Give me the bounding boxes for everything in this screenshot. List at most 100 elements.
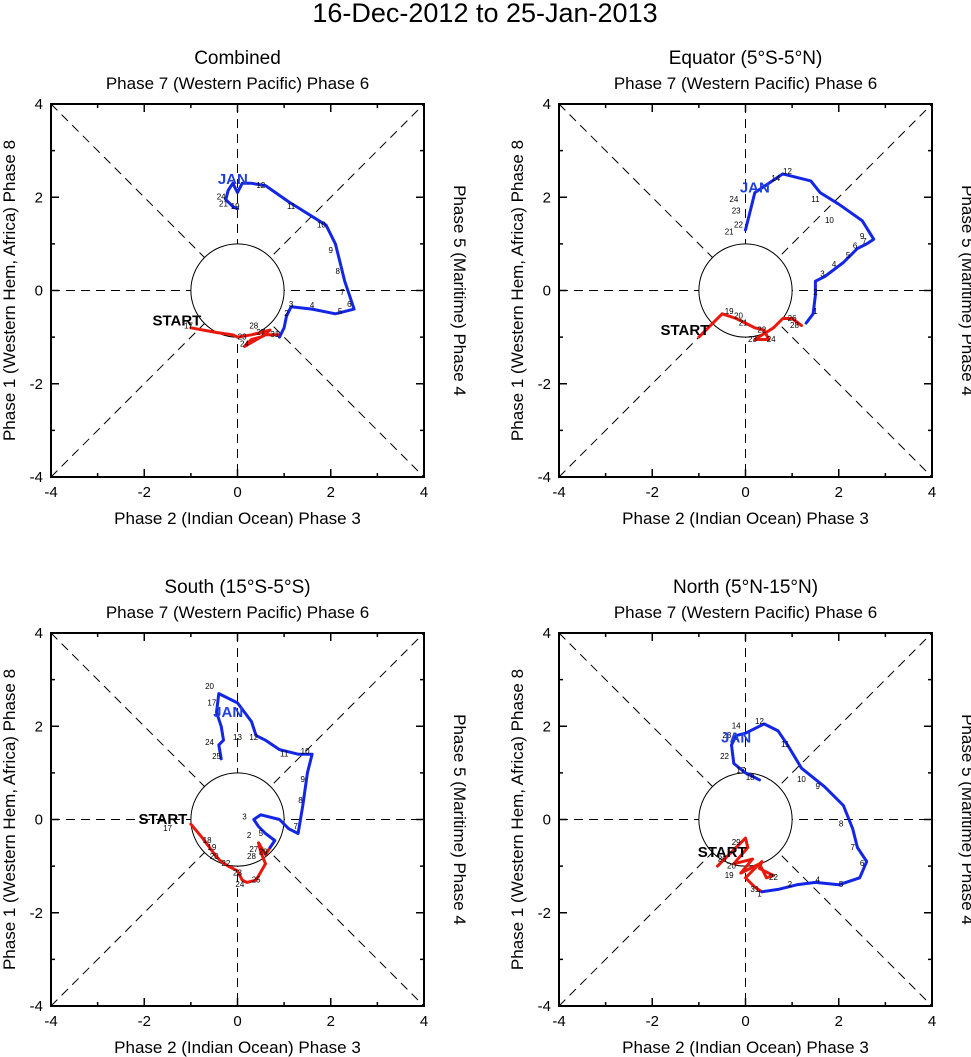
day-label: 4: [832, 260, 837, 269]
start-label: START: [152, 312, 201, 329]
day-label: 26: [788, 314, 797, 323]
track-december: [189, 822, 272, 884]
top-axis-label: Phase 7 (Western Pacific) Phase 6: [106, 603, 369, 622]
day-label: 22: [221, 859, 230, 868]
day-label: 1: [757, 889, 762, 898]
day-label: 24: [729, 195, 738, 204]
start-label: START: [698, 844, 747, 861]
track-december: [716, 836, 775, 894]
x-tick-label: 0: [741, 484, 749, 501]
y-tick-label: -4: [30, 998, 43, 1015]
y-tick-label: -2: [538, 376, 551, 393]
right-axis-label: Phase 5 (Maritime) Phase 4: [450, 185, 469, 396]
track-january: [224, 181, 356, 339]
panel-4: North (5°N-15°N) Phase 7 (Western Pacific…: [508, 577, 971, 1057]
day-label: 31: [750, 885, 759, 894]
bottom-axis-label: Phase 2 (Indian Ocean) Phase 3: [114, 509, 361, 528]
day-label: 8: [839, 819, 844, 828]
day-label: 9: [301, 775, 306, 784]
day-label: 9: [329, 246, 334, 255]
start-label: START: [138, 811, 187, 828]
unit-circle: [190, 772, 285, 867]
track-january: [215, 692, 314, 849]
y-tick-label: -2: [538, 905, 551, 922]
day-label: 7: [862, 237, 867, 246]
day-label: 22: [720, 752, 729, 761]
bottom-axis-label: Phase 2 (Indian Ocean) Phase 3: [114, 1038, 361, 1057]
day-label: 19: [725, 307, 734, 316]
top-axis-label: Phase 7 (Western Pacific) Phase 6: [106, 74, 369, 93]
x-tick-label: -4: [552, 1013, 565, 1030]
day-label: 23: [748, 335, 757, 344]
day-label: 23: [238, 332, 247, 341]
panel-title: Equator (5°S-5°N): [669, 48, 823, 69]
figure-title: 16-Dec-2012 to 25-Jan-2013: [312, 0, 657, 28]
day-label: 5: [259, 829, 264, 838]
day-label: 28: [249, 322, 258, 331]
day-label: 24: [767, 335, 776, 344]
x-tick-label: -2: [138, 484, 151, 501]
day-label: 20: [734, 311, 743, 320]
day-label: 18: [746, 773, 755, 782]
x-tick-label: -4: [44, 1013, 57, 1030]
y-tick-label: 2: [35, 189, 43, 206]
day-label: 7: [851, 843, 856, 852]
x-tick-label: 4: [928, 1013, 936, 1030]
x-tick-label: 2: [835, 484, 843, 501]
x-tick-label: -2: [646, 1013, 659, 1030]
x-tick-label: 2: [835, 1013, 843, 1030]
track-january: [730, 722, 869, 894]
panel-title: South (15°S-5°S): [164, 577, 310, 598]
day-label: 1: [813, 307, 818, 316]
day-label: 14: [771, 174, 780, 183]
day-label: 20: [210, 852, 219, 861]
day-label: 9: [816, 782, 821, 791]
y-tick-label: 4: [543, 625, 551, 642]
jan-label: JAN: [721, 730, 751, 747]
bottom-axis-label: Phase 2 (Indian Ocean) Phase 3: [622, 509, 869, 528]
x-tick-label: -2: [138, 1013, 151, 1030]
day-label: 11: [280, 750, 289, 759]
jan-label: JAN: [218, 171, 248, 188]
day-label: 12: [755, 717, 764, 726]
x-tick-label: 2: [327, 1013, 335, 1030]
y-tick-label: 2: [35, 718, 43, 735]
day-label: 14: [732, 722, 741, 731]
day-label: 3: [242, 813, 247, 822]
day-label: 8: [298, 796, 303, 805]
y-tick-label: 0: [543, 283, 551, 300]
day-label: 12: [249, 733, 258, 742]
day-label: 12: [256, 181, 265, 190]
top-axis-label: Phase 7 (Western Pacific) Phase 6: [614, 603, 877, 622]
x-tick-label: 0: [233, 484, 241, 501]
day-label: 2: [284, 309, 289, 318]
day-label: 17: [736, 766, 745, 775]
day-label: 25: [212, 752, 221, 761]
panel-title: Combined: [194, 48, 281, 69]
x-tick-label: -4: [552, 484, 565, 501]
day-label: 22: [769, 873, 778, 882]
day-label: 2: [813, 288, 818, 297]
day-label: 17: [207, 698, 216, 707]
panel-title: North (5°N-15°N): [673, 577, 818, 598]
day-label: 25: [252, 875, 261, 884]
y-tick-label: 2: [543, 718, 551, 735]
y-tick-label: -2: [30, 376, 43, 393]
panel-2: Equator (5°S-5°N) Phase 7 (Western Pacifi…: [508, 48, 971, 528]
track-december: [189, 326, 281, 348]
left-axis-label: Phase 1 (Western Hem, Africa) Phase 8: [508, 669, 527, 970]
left-axis-label: Phase 1 (Western Hem, Africa) Phase 8: [508, 140, 527, 441]
day-label: 21: [219, 200, 228, 209]
day-label: 5: [839, 880, 844, 889]
left-axis-label: Phase 1 (Western Hem, Africa) Phase 8: [0, 669, 19, 970]
day-label: 29: [732, 838, 741, 847]
day-label: 29: [259, 847, 268, 856]
x-tick-label: 4: [420, 484, 428, 501]
bottom-axis-label: Phase 2 (Indian Ocean) Phase 3: [622, 1038, 869, 1057]
x-tick-label: -2: [646, 484, 659, 501]
day-label: 21: [739, 318, 748, 327]
track-december: [697, 312, 803, 341]
y-tick-label: 0: [543, 812, 551, 829]
day-label: 3: [289, 300, 294, 309]
day-label: 24: [235, 880, 244, 889]
